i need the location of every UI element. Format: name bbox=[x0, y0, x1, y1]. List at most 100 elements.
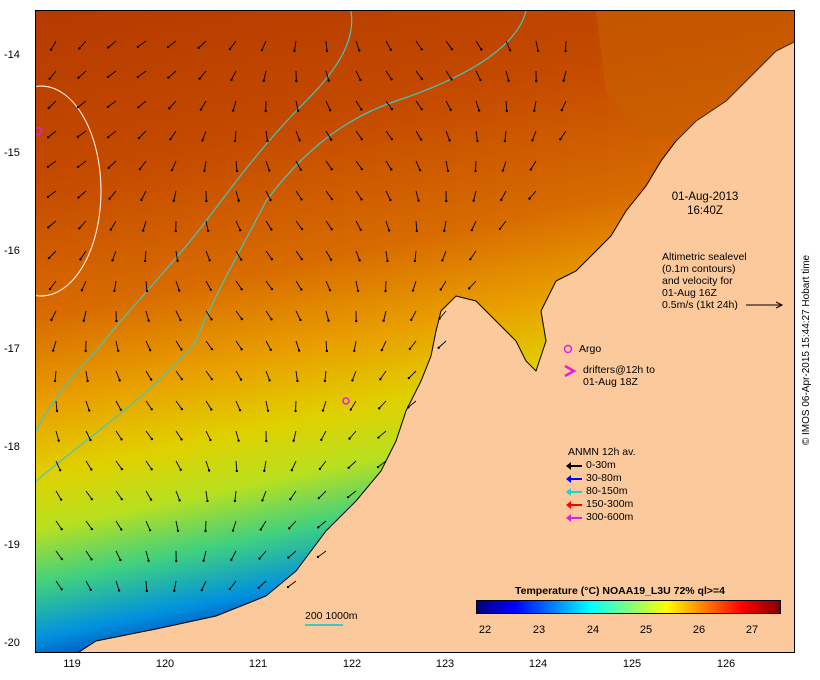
anmn-legend-item: 80-150m bbox=[566, 485, 636, 498]
velocity-arrow bbox=[203, 160, 207, 171]
velocity-arrow bbox=[234, 490, 237, 501]
velocity-arrowhead bbox=[467, 287, 471, 290]
velocity-arrowhead bbox=[289, 498, 292, 501]
velocity-arrow bbox=[348, 460, 357, 469]
velocity-arrow bbox=[78, 70, 87, 79]
velocity-arrow bbox=[319, 460, 327, 470]
velocity-arrowhead bbox=[210, 347, 214, 351]
velocity-arrowhead bbox=[119, 408, 123, 411]
velocity-arrowhead bbox=[51, 349, 55, 352]
velocity-arrowhead bbox=[528, 197, 531, 200]
velocity-arrow bbox=[533, 100, 537, 111]
velocity-arrowhead bbox=[206, 229, 210, 232]
velocity-arrow bbox=[295, 190, 302, 200]
velocity-arrowhead bbox=[138, 167, 142, 171]
velocity-arrow bbox=[324, 370, 327, 381]
velocity-arrowhead bbox=[140, 198, 143, 202]
velocity-arrowhead bbox=[178, 499, 181, 502]
velocity-arrow bbox=[171, 160, 177, 171]
velocity-arrowhead bbox=[389, 198, 392, 202]
argo-legend: Argo drifters@12h to 01-Aug 18Z bbox=[563, 343, 655, 388]
velocity-arrowhead bbox=[407, 376, 411, 380]
velocity-arrowhead bbox=[231, 109, 235, 112]
velocity-arrow bbox=[142, 220, 147, 231]
velocity-arrow bbox=[385, 130, 393, 140]
velocity-arrowhead bbox=[564, 49, 567, 53]
velocity-arrowhead bbox=[358, 259, 361, 262]
velocity-arrowhead bbox=[300, 198, 303, 201]
velocity-arrow bbox=[78, 190, 87, 198]
velocity-arrowhead bbox=[168, 107, 171, 110]
velocity-arrowhead bbox=[178, 289, 181, 292]
velocity-arrowhead bbox=[136, 75, 140, 79]
velocity-arrowhead bbox=[446, 169, 450, 172]
velocity-arrow bbox=[414, 250, 417, 261]
velocity-arrow bbox=[385, 190, 391, 201]
credit-text: © IMOS 06-Apr-2015 15:44:27 Hobart time bbox=[801, 254, 812, 446]
velocity-arrow bbox=[295, 130, 301, 141]
velocity-arrow bbox=[85, 520, 93, 530]
velocity-arrow bbox=[115, 430, 122, 440]
velocity-arrowhead bbox=[233, 139, 237, 143]
altimetry-line: Altimetric sealevel bbox=[662, 251, 747, 263]
velocity-arrowhead bbox=[479, 78, 482, 82]
velocity-arrowhead bbox=[210, 408, 213, 411]
velocity-arrow bbox=[235, 340, 243, 350]
velocity-arrow bbox=[415, 40, 423, 50]
velocity-arrow bbox=[443, 220, 447, 231]
velocity-arrow bbox=[79, 40, 87, 49]
velocity-arrow bbox=[205, 460, 210, 471]
velocity-arrowhead bbox=[167, 76, 170, 79]
velocity-arrow bbox=[295, 220, 303, 230]
velocity-arrow bbox=[295, 160, 302, 170]
y-tick-label: -19 bbox=[4, 539, 20, 551]
velocity-arrowhead bbox=[330, 228, 333, 231]
velocity-arrowhead bbox=[78, 227, 81, 230]
scale-arrow-icon bbox=[745, 301, 783, 309]
velocity-arrowhead bbox=[209, 438, 212, 442]
velocity-arrow bbox=[175, 430, 182, 440]
velocity-arrowhead bbox=[59, 498, 63, 501]
velocity-arrow bbox=[145, 460, 153, 470]
velocity-arrow bbox=[55, 580, 63, 590]
drifters-line: 01-Aug 18Z bbox=[583, 376, 638, 388]
velocity-arrow bbox=[412, 280, 417, 291]
altimetry-line: 01-Aug 16Z bbox=[662, 287, 717, 299]
velocity-arrowhead bbox=[407, 406, 410, 409]
velocity-arrow bbox=[295, 250, 303, 260]
velocity-arrowhead bbox=[202, 559, 205, 562]
velocity-arrowhead bbox=[443, 229, 446, 233]
velocity-arrowhead bbox=[347, 466, 350, 469]
velocity-arrowhead bbox=[198, 77, 201, 80]
velocity-arrowhead bbox=[317, 496, 321, 500]
colorbar-tick-label: 22 bbox=[478, 624, 492, 636]
velocity-arrowhead bbox=[377, 436, 380, 439]
anmn-depth-label: 300-600m bbox=[586, 511, 634, 523]
velocity-arrow bbox=[145, 520, 151, 531]
colorbar-tick-label: 26 bbox=[692, 624, 706, 636]
velocity-arrowhead bbox=[330, 168, 333, 171]
velocity-arrowhead bbox=[360, 108, 363, 111]
velocity-arrow bbox=[263, 70, 267, 81]
velocity-arrowhead bbox=[150, 408, 153, 411]
velocity-arrowhead bbox=[269, 198, 272, 202]
velocity-arrowhead bbox=[55, 409, 59, 413]
velocity-arrow bbox=[139, 160, 147, 170]
velocity-arrow bbox=[85, 460, 92, 470]
velocity-arrow bbox=[198, 40, 207, 49]
velocity-arrow bbox=[505, 100, 508, 112]
velocity-arrowhead bbox=[141, 229, 145, 232]
arrow-icon bbox=[566, 513, 582, 522]
velocity-arrowhead bbox=[116, 349, 120, 352]
velocity-arrow bbox=[234, 130, 237, 141]
depth-contour-1000m bbox=[36, 11, 527, 482]
velocity-arrow bbox=[325, 250, 332, 260]
velocity-arrow bbox=[325, 280, 331, 291]
velocity-arrowhead bbox=[150, 468, 153, 471]
velocity-arrowhead bbox=[270, 287, 274, 291]
velocity-arrow bbox=[355, 130, 363, 140]
velocity-arrow bbox=[47, 160, 57, 168]
velocity-arrowhead bbox=[257, 586, 260, 589]
velocity-arrow bbox=[47, 190, 57, 198]
velocity-arrowhead bbox=[360, 167, 364, 171]
